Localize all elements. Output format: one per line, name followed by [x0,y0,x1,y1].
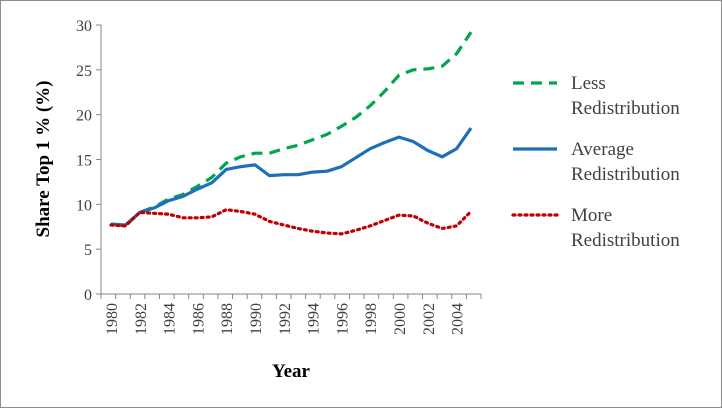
y-tick-label: 30 [76,18,92,35]
y-tick-label: 25 [76,63,92,80]
x-tick-label: 1992 [277,303,294,335]
x-tick-label: 1984 [162,303,179,335]
y-axis-title: Share Top 1 % (%) [33,81,54,238]
axes: 0 5 10 15 20 25 30 1980 1982 1984 1986 1988 1990 1992… [76,18,482,335]
x-tick-label: 1982 [133,303,150,335]
legend-label-2: Redistribution [571,164,680,185]
x-tick-label: 2002 [421,303,438,335]
x-tick-label: 2000 [392,303,409,335]
y-tick-label: 5 [84,242,92,259]
x-tick-label: 1980 [104,303,121,335]
series-line-1 [110,31,473,228]
legend-label-2: Average [571,139,634,160]
x-tick-label: 1996 [334,303,351,335]
series-line-2 [110,127,473,227]
legend: Less Redistribution Average Redistribution M… [511,73,680,251]
y-tick-label: 0 [84,287,92,304]
legend-label-3: Redistribution [571,230,680,251]
legend-label-1: Redistribution [571,98,680,119]
x-tick-label: 1986 [190,303,207,335]
series-lines [109,31,473,236]
x-tick-label: 2004 [450,303,467,335]
y-tick-label: 15 [76,153,92,170]
y-tick-label: 20 [76,108,92,125]
x-tick-label: 1988 [219,303,236,335]
legend-label-3: More [571,205,612,226]
x-tick-label: 1990 [248,303,265,335]
x-tick-label: 1998 [363,303,380,335]
legend-label-1: Less [571,73,606,94]
x-tick-label: 1994 [306,303,323,335]
series-line-3 [109,208,473,236]
y-tick-label: 10 [76,197,92,214]
x-axis-title: Year [272,361,311,382]
